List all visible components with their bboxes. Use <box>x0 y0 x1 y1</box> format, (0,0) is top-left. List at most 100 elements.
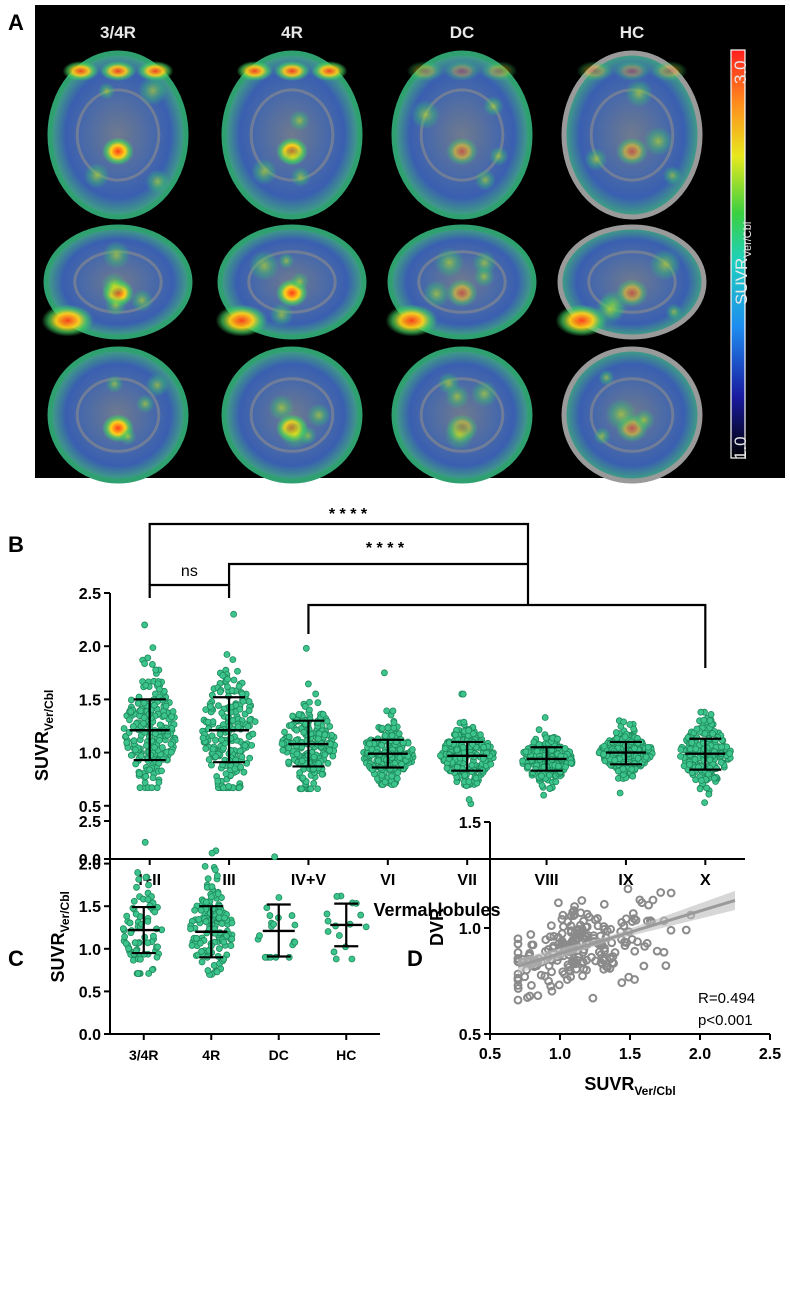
data-point <box>228 935 236 943</box>
data-point <box>162 702 170 710</box>
data-point <box>158 744 166 751</box>
data-point <box>391 780 398 788</box>
data-point <box>583 931 593 940</box>
data-point <box>198 948 205 955</box>
data-point <box>220 938 228 946</box>
data-point <box>314 735 322 743</box>
data-point <box>613 735 621 742</box>
data-point <box>629 914 639 924</box>
brain-hotspot <box>100 61 136 82</box>
y-tick-label: 2.0 <box>79 857 101 874</box>
data-point <box>558 910 568 920</box>
brain-hotspot <box>616 137 648 166</box>
data-point <box>132 910 140 918</box>
data-point <box>156 685 163 693</box>
data-point <box>239 697 247 705</box>
data-point <box>535 726 543 734</box>
brain-uptake <box>489 146 509 166</box>
data-point <box>281 728 288 736</box>
data-point <box>705 790 713 798</box>
data-point <box>461 771 469 779</box>
data-point <box>616 789 624 797</box>
data-point <box>526 930 536 939</box>
group-label: 3/4R <box>100 23 136 42</box>
data-point <box>465 778 473 786</box>
data-point <box>378 741 386 749</box>
panel-c-chart: 0.0 0.5 1.0 1.5 2.0 2.5 SUVRVer/Cbl 3/4R 4R DC HC <box>48 814 380 1063</box>
data-point <box>552 778 560 786</box>
data-point <box>218 709 226 717</box>
data-point <box>235 682 243 690</box>
data-point <box>437 752 444 760</box>
brain-uptake <box>474 169 496 191</box>
brain-uptake <box>278 252 295 269</box>
data-point <box>570 902 579 911</box>
data-point <box>541 935 551 945</box>
data-point <box>717 759 725 766</box>
data-point <box>619 765 627 773</box>
brain-uptake <box>410 100 441 130</box>
data-point <box>630 725 637 733</box>
data-point <box>270 920 278 928</box>
data-point <box>142 873 150 881</box>
data-point <box>202 898 210 906</box>
data-point <box>631 745 638 752</box>
data-point <box>132 760 140 768</box>
data-point <box>241 742 249 749</box>
y-tick-label: 0.0 <box>79 852 101 869</box>
data-point <box>390 719 398 727</box>
data-point <box>298 757 306 765</box>
data-point <box>123 739 131 746</box>
data-point <box>523 993 532 1002</box>
x-tick-label: HC <box>336 1047 356 1063</box>
brain-hotspot <box>137 61 174 82</box>
data-point <box>137 707 145 715</box>
brain-image <box>555 224 707 340</box>
data-point <box>218 736 225 744</box>
data-point <box>224 675 231 683</box>
data-point <box>167 748 175 756</box>
data-point <box>546 921 556 930</box>
data-point <box>546 784 554 792</box>
data-point <box>323 910 331 918</box>
data-point <box>221 914 228 922</box>
data-point <box>204 967 212 974</box>
data-point <box>127 708 135 716</box>
data-point <box>297 785 305 793</box>
data-point <box>324 928 332 935</box>
data-point <box>266 912 274 919</box>
data-point <box>244 723 252 730</box>
data-point <box>129 723 137 730</box>
panel-c-label: C <box>8 946 24 971</box>
data-point <box>617 978 627 988</box>
brain-uptake <box>145 169 170 194</box>
data-point <box>296 769 304 777</box>
data-point <box>567 936 577 946</box>
data-point <box>285 758 292 766</box>
data-point <box>644 743 652 751</box>
data-point <box>216 908 223 916</box>
brain-uptake <box>434 247 465 278</box>
y-tick-label: 0.0 <box>79 1027 101 1044</box>
data-point <box>321 731 329 739</box>
data-point <box>249 730 257 738</box>
data-point <box>620 937 629 947</box>
data-point <box>120 725 128 732</box>
data-point <box>285 733 293 741</box>
data-point <box>697 777 705 784</box>
data-point <box>240 768 248 776</box>
data-point <box>472 774 480 782</box>
data-point <box>140 699 148 707</box>
data-point <box>137 955 144 963</box>
data-point <box>640 942 650 951</box>
data-point <box>524 763 532 771</box>
data-point <box>553 932 563 942</box>
data-point <box>701 730 709 737</box>
data-point <box>567 759 575 767</box>
data-point <box>697 708 705 716</box>
brain-uptake <box>269 302 294 327</box>
data-point <box>142 681 150 689</box>
data-point <box>229 656 237 664</box>
brain-structure <box>417 250 507 314</box>
